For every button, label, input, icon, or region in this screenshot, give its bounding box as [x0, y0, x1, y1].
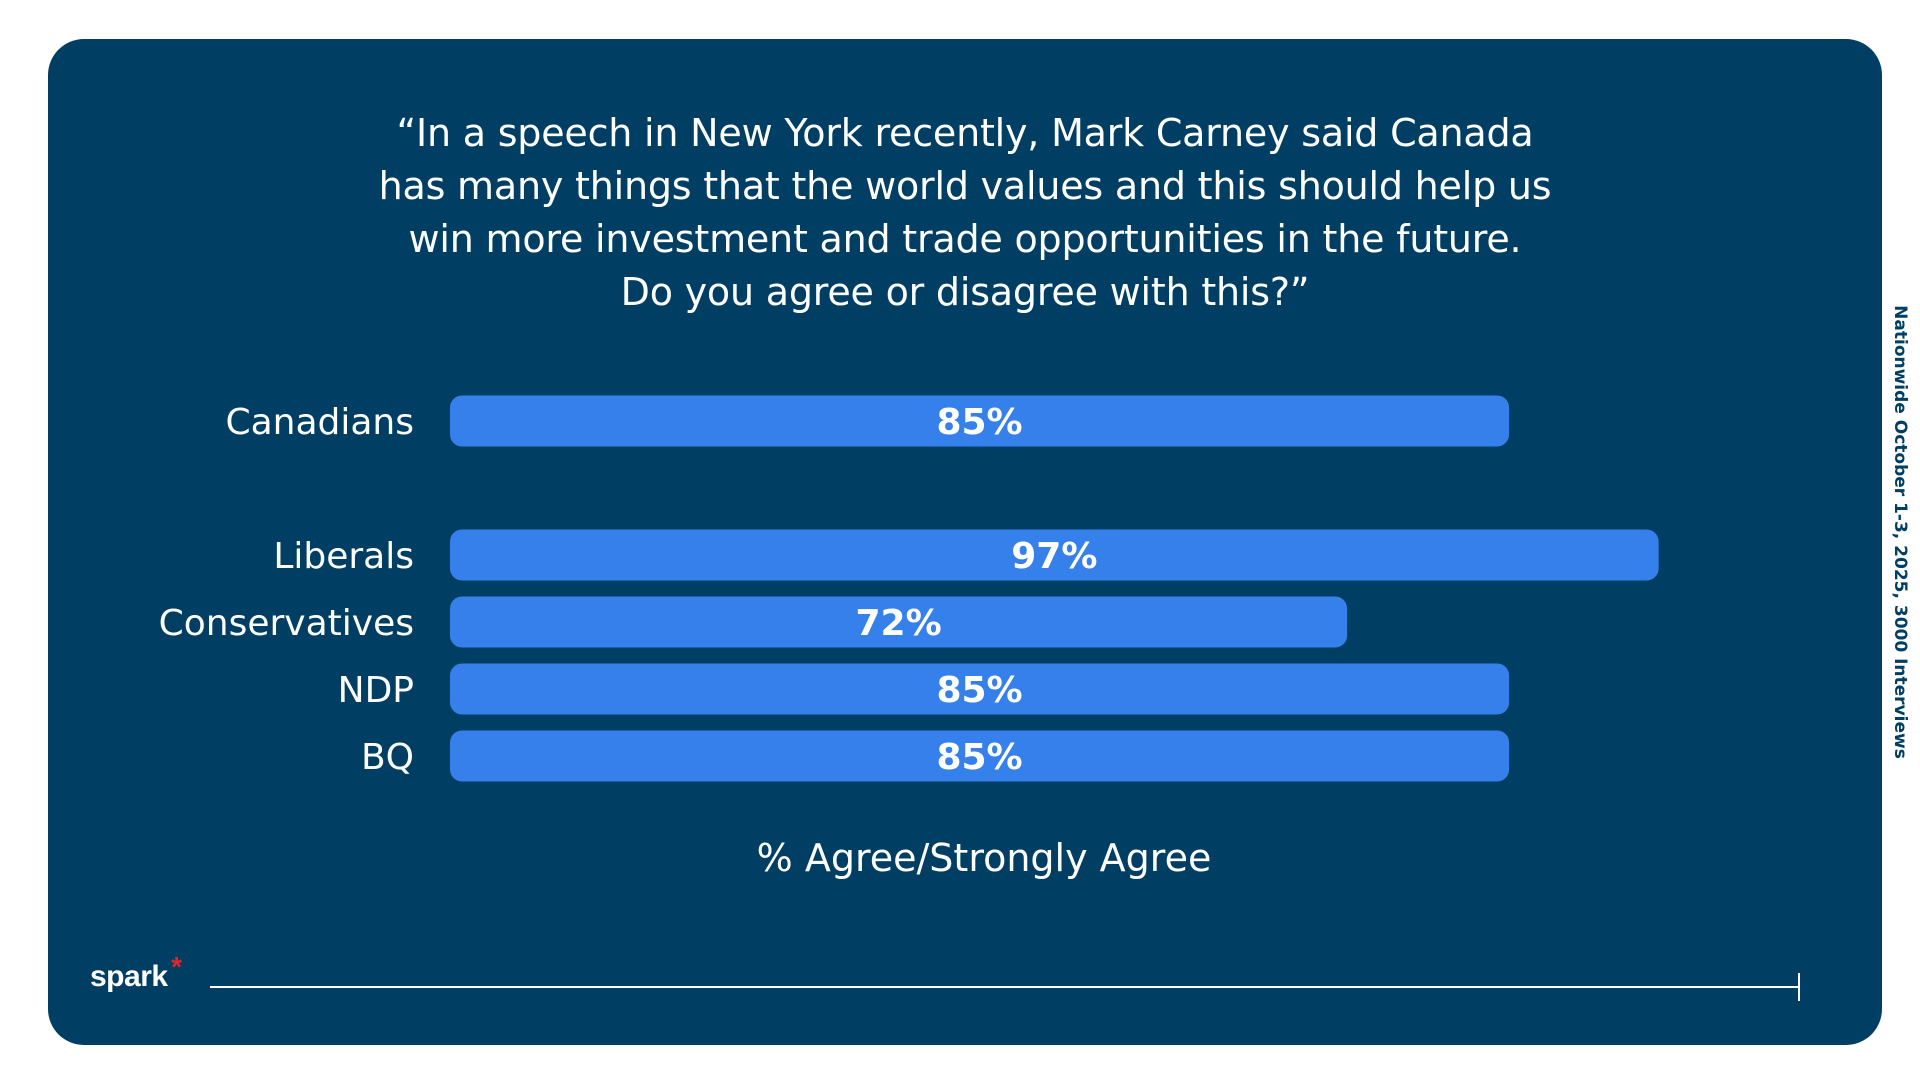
category-label-canadians: Canadians — [225, 402, 414, 443]
chart-card: “In a speech in New York recently, Mark … — [48, 39, 1882, 1045]
spark-logo: spark * — [90, 952, 182, 993]
bar-liberals — [450, 529, 1659, 581]
survey-question: “In a speech in New York recently, Mark … — [378, 111, 1552, 314]
value-label-conservatives: 72% — [855, 603, 941, 644]
bars-layer: Canadians 85% Liberals 97% Conservatives 72% N… — [159, 395, 1659, 782]
value-label-liberals: 97% — [1011, 536, 1097, 577]
footer-rule — [210, 986, 1798, 988]
value-label-bq: 85% — [936, 737, 1022, 778]
spark-logo-text: spark — [90, 960, 168, 993]
value-label-canadians: 85% — [936, 402, 1022, 443]
bar-chart: Canadians 85% Liberals 97% Conservatives 72% N… — [159, 395, 1659, 782]
spark-asterisk-icon: * — [171, 951, 182, 982]
category-label-conservatives: Conservatives — [159, 603, 414, 644]
category-label-ndp: NDP — [338, 670, 414, 711]
x-axis-label: % Agree/Strongly Agree — [48, 835, 1882, 881]
category-label-bq: BQ — [361, 737, 414, 778]
x-axis-label-text: % Agree/Strongly Agree — [756, 836, 1212, 880]
bar-ndp — [450, 663, 1510, 715]
bar-bq — [450, 730, 1510, 782]
footer-rule-cap — [1798, 973, 1800, 1001]
value-label-ndp: 85% — [936, 670, 1022, 711]
bar-conservatives — [450, 596, 1348, 648]
methodology-note-text: Nationwide October 1-3, 2025, 3000 Inter… — [1890, 305, 1910, 759]
category-label-liberals: Liberals — [273, 536, 414, 577]
bar-canadians — [450, 395, 1510, 447]
